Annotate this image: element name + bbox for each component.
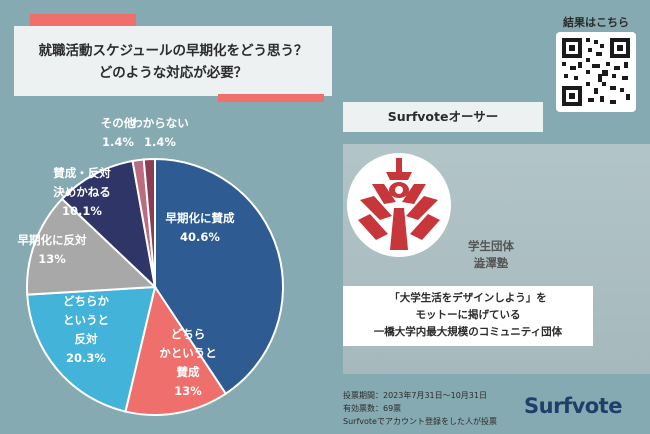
brand-logo: Surfvote <box>524 394 622 418</box>
org-name-line-2: 澁澤塾 <box>473 256 509 270</box>
slice-name-1: 賛成 <box>177 365 200 379</box>
slice-name-5: その他 <box>101 116 136 130</box>
emblem-logo <box>347 153 451 257</box>
slice-name-1: どちら <box>171 327 206 341</box>
slice-name-2: というと <box>63 313 109 327</box>
slice-name-2: どちらか <box>63 294 109 308</box>
slice-label-6: わからない 1.4% <box>131 116 189 149</box>
title-accent-top <box>30 14 136 26</box>
title-accent-bottom <box>218 94 324 102</box>
pie-chart: 早期化に賛成40.6%どちらかというと賛成13%どちらかというと反対20.3%早… <box>18 116 284 416</box>
slice-label-3: 早期化に反対 13% <box>18 233 87 266</box>
footer-votes: 有効票数：69票 <box>343 404 402 413</box>
page-title: 就職活動スケジュールの早期化をどう思う？ どのような対応が必要？ <box>14 40 332 84</box>
slice-name-6: わからない <box>131 116 189 130</box>
slice-label-0: 早期化に賛成 40.6% <box>166 211 235 244</box>
slice-value-2: 20.3% <box>66 351 106 365</box>
pie-slice-4 <box>60 159 157 290</box>
slice-value-4: 10.1% <box>62 204 102 218</box>
pie-slice-6 <box>142 157 156 288</box>
slice-name-3: 早期化に反対 <box>18 233 87 247</box>
footer-period: 投票期間：2023年7月31日〜10月31日 <box>343 391 487 400</box>
slice-name-4: 賛成・反対 <box>53 166 111 180</box>
org-name-line-1: 学生団体 <box>468 239 514 253</box>
slice-value-5: 1.4% <box>102 135 134 149</box>
title-line-1: 就職活動スケジュールの早期化をどう思う？ <box>38 43 308 59</box>
slice-name-0: 早期化に賛成 <box>166 211 235 225</box>
desc-line-1: 「大学生活をデザインしよう」を <box>389 292 547 304</box>
desc-line-2: モットーに掲げている <box>415 309 521 321</box>
slice-name-4: 決めかねる <box>53 185 111 199</box>
pie-slice-2 <box>26 285 157 413</box>
slice-value-0: 40.6% <box>180 230 220 244</box>
owner-label: Surfvoteオーサー <box>343 102 543 132</box>
desc-line-3: 一橋大学内最大規模のコミュニティ団体 <box>373 326 563 338</box>
slice-value-6: 1.4% <box>144 135 176 149</box>
qr-code[interactable] <box>556 32 636 112</box>
pie-slice-3 <box>26 197 158 296</box>
title-box: 就職活動スケジュールの早期化をどう思う？ どのような対応が必要？ <box>14 26 332 96</box>
slice-label-5: その他 1.4% <box>101 116 136 149</box>
slice-value-3: 13% <box>38 252 66 266</box>
org-name: 学生団体 澁澤塾 <box>456 238 526 272</box>
org-description: 「大学生活をデザインしよう」を モットーに掲げている 一橋大学内最大規模のコミュ… <box>343 286 593 346</box>
footer-note: Surfvoteでアカウント登録をした人が投票 <box>343 417 497 426</box>
title-line-2: どのような対応が必要？ <box>98 65 248 81</box>
qr-label: 結果はこちら <box>563 16 629 29</box>
slice-name-2: 反対 <box>75 332 98 346</box>
slice-name-1: かというと <box>159 346 217 360</box>
pie-slice-1 <box>124 284 228 416</box>
qr-code-icon <box>562 38 630 106</box>
slice-value-1: 13% <box>174 384 202 398</box>
